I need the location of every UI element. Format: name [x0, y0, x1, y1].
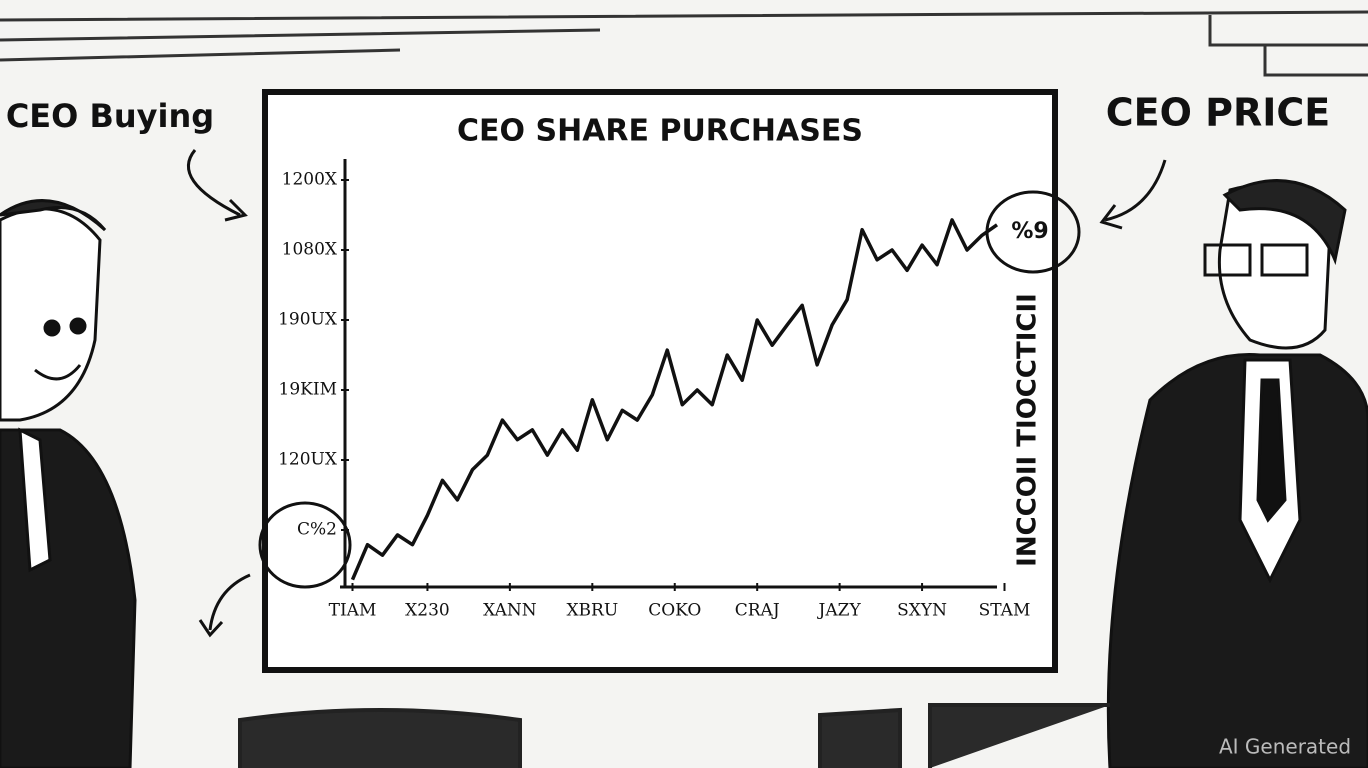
y-tick-label: C%2 — [297, 520, 337, 540]
y-tick-label: 1200X — [282, 170, 338, 190]
x-tick-label: JAZY — [817, 601, 862, 621]
x-tick-label: XANN — [483, 601, 537, 621]
annotation: %9 — [1011, 219, 1048, 244]
left-figure — [0, 199, 137, 768]
arrow — [186, 149, 248, 222]
x-tick-label: STAM — [979, 601, 1031, 621]
right-figure — [1106, 179, 1368, 768]
x-tick-label: X230 — [405, 601, 450, 621]
y-tick-label: 190UX — [278, 310, 338, 330]
y-tick-label: 120UX — [278, 450, 338, 470]
y-tick-label: 19KIM — [279, 380, 337, 400]
chart-title: CEO SHARE PURCHASES — [457, 114, 863, 149]
annotation: CEO PRICE — [1106, 91, 1330, 135]
y-tick-label: 1080X — [282, 240, 338, 260]
ceiling-sketch — [0, 10, 1368, 77]
x-tick-label: SXYN — [897, 601, 947, 621]
board — [262, 89, 1058, 673]
x-tick-label: COKO — [648, 601, 701, 621]
highlight-circle — [258, 501, 352, 589]
furniture — [238, 703, 1110, 768]
watermark: AI Generated — [1219, 735, 1351, 759]
x-tick-label: XBRU — [566, 601, 618, 621]
x-tick-label: CRAJ — [735, 601, 780, 621]
price-line — [350, 218, 999, 581]
x-tick-label: TIAM — [329, 601, 377, 621]
annotation: INCCOII TIOCCTICII — [1013, 293, 1043, 567]
arrow — [1099, 159, 1167, 230]
annotation: CEO Buying — [6, 97, 214, 135]
arrow — [198, 573, 251, 638]
